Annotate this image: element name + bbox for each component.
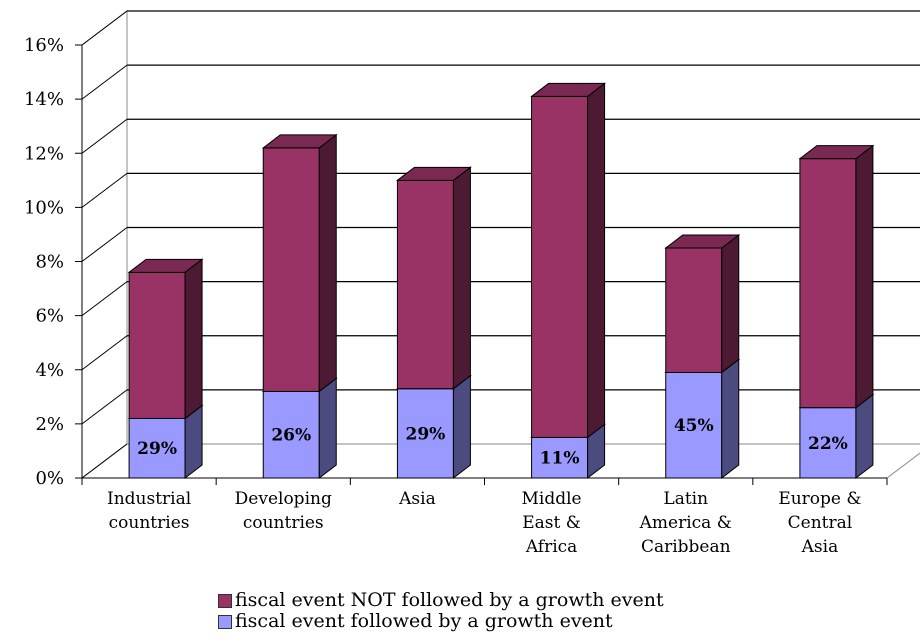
x-category-label: America & — [639, 513, 732, 533]
chart-walls — [80, 9, 920, 480]
gridline-side — [81, 227, 128, 262]
bar-segment-not-followed — [261, 133, 338, 393]
x-category-label: Middle — [522, 489, 582, 509]
x-category-label: Asia — [398, 489, 436, 509]
y-tick-label: 0% — [35, 468, 64, 489]
gridline-side — [81, 389, 128, 425]
bar-segment-not-followed-top — [261, 134, 338, 149]
stacked-bar-chart: 29% 26% 29% 11% 45% 22% 0% 2% 4% 6% 8% 10% 12% 14% 16… — [24, 9, 920, 557]
bar-segment-not-followed-front — [396, 179, 454, 390]
bar-segment-not-followed-top — [127, 258, 204, 273]
bar-segment-not-followed — [664, 233, 741, 374]
bar-segment-not-followed-side — [721, 233, 740, 374]
bar-segment-followed-side — [318, 377, 337, 480]
gridline-side — [81, 281, 128, 317]
y-tick-label: 8% — [35, 252, 64, 273]
bar-segment-not-followed — [798, 144, 875, 409]
y-tick-labels: 0% 2% 4% 6% 8% 10% 12% 14% 16% — [24, 35, 64, 489]
y-tick-label: 6% — [35, 306, 64, 327]
legend: fiscal event NOT followed by a growth ev… — [218, 590, 664, 632]
bar-segment-not-followed-top — [798, 145, 875, 160]
bar-segment-not-followed — [395, 166, 472, 390]
gridline-side — [81, 443, 128, 479]
y-tick-label: 2% — [35, 414, 64, 435]
data-labels: 29% 26% 29% 11% 45% 22% — [137, 416, 848, 468]
bar-segment-followed — [261, 377, 338, 480]
bar-segment-not-followed-front — [262, 147, 320, 392]
y-tick-label: 10% — [24, 197, 64, 218]
bar-segment-followed-side — [855, 393, 874, 480]
legend-label-not-followed: fiscal event NOT followed by a growth ev… — [235, 589, 664, 611]
gridline-side — [81, 64, 128, 100]
data-label: 11% — [540, 449, 580, 469]
bar-segment-not-followed-side — [318, 133, 337, 393]
gridlines — [81, 10, 920, 479]
x-category-label: Central — [788, 513, 853, 533]
data-label: 22% — [808, 434, 848, 454]
bar-segment-not-followed — [127, 258, 204, 420]
data-label: 26% — [271, 426, 311, 446]
bar-segment-not-followed — [530, 82, 607, 439]
x-category-label: Industrial — [107, 489, 191, 509]
x-category-label: Latin — [663, 489, 708, 509]
x-category-labels: Industrial countries Developing countries As… — [107, 489, 862, 557]
bar-segment-not-followed-front — [128, 271, 186, 419]
bar-segment-followed-front — [262, 390, 320, 479]
gridline-side — [81, 172, 128, 208]
bar-segment-followed — [798, 393, 875, 480]
bars — [127, 82, 875, 480]
axes — [75, 44, 888, 485]
gridline-side — [81, 118, 128, 154]
data-label: 29% — [406, 424, 446, 444]
x-category-label: countries — [243, 513, 324, 533]
x-category-label: Asia — [801, 537, 839, 557]
data-label: 29% — [137, 439, 177, 459]
y-tick-label: 16% — [24, 35, 64, 56]
bar-segment-followed-front — [128, 417, 186, 479]
legend-swatch-followed — [218, 614, 232, 629]
x-category-label: countries — [109, 513, 190, 533]
bar-segment-not-followed-side — [855, 144, 874, 409]
x-category-label: Africa — [525, 537, 578, 557]
bar-segment-not-followed-front — [531, 95, 589, 438]
y-tick-label: 4% — [35, 360, 64, 381]
data-label: 45% — [674, 416, 714, 436]
bar-segment-not-followed-front — [799, 158, 857, 409]
bar-segment-not-followed-top — [530, 82, 607, 97]
gridline-side — [81, 335, 128, 371]
legend-item-followed: fiscal event followed by a growth event — [218, 611, 664, 632]
bar-segment-followed-side — [452, 374, 471, 480]
bar-segment-not-followed-top — [664, 234, 741, 249]
x-category-label: Europe & — [778, 489, 861, 509]
bar-segment-followed-front — [665, 371, 723, 479]
x-category-label: Caribbean — [641, 537, 731, 557]
legend-swatch-not-followed — [218, 593, 232, 608]
bar-segment-followed-side — [721, 358, 740, 480]
bar-segment-not-followed-top — [395, 166, 472, 181]
bar-segment-followed-front — [396, 388, 454, 479]
bar-segment-not-followed-side — [184, 258, 203, 420]
x-category-label: Developing — [235, 489, 332, 509]
bar-segment-followed-front — [531, 436, 589, 479]
y-tick-label: 14% — [24, 89, 64, 110]
gridline-side — [81, 10, 128, 46]
y-tick-label: 12% — [24, 143, 64, 164]
legend-item-not-followed: fiscal event NOT followed by a growth ev… — [218, 590, 664, 611]
bar-segment-not-followed-side — [587, 82, 606, 439]
floor — [80, 443, 920, 479]
legend-label-followed: fiscal event followed by a growth event — [235, 610, 613, 632]
x-category-label: East & — [522, 513, 581, 533]
bar-segment-not-followed-side — [452, 166, 471, 390]
bar-segment-not-followed-front — [665, 247, 723, 373]
bar-segment-followed — [395, 374, 472, 480]
